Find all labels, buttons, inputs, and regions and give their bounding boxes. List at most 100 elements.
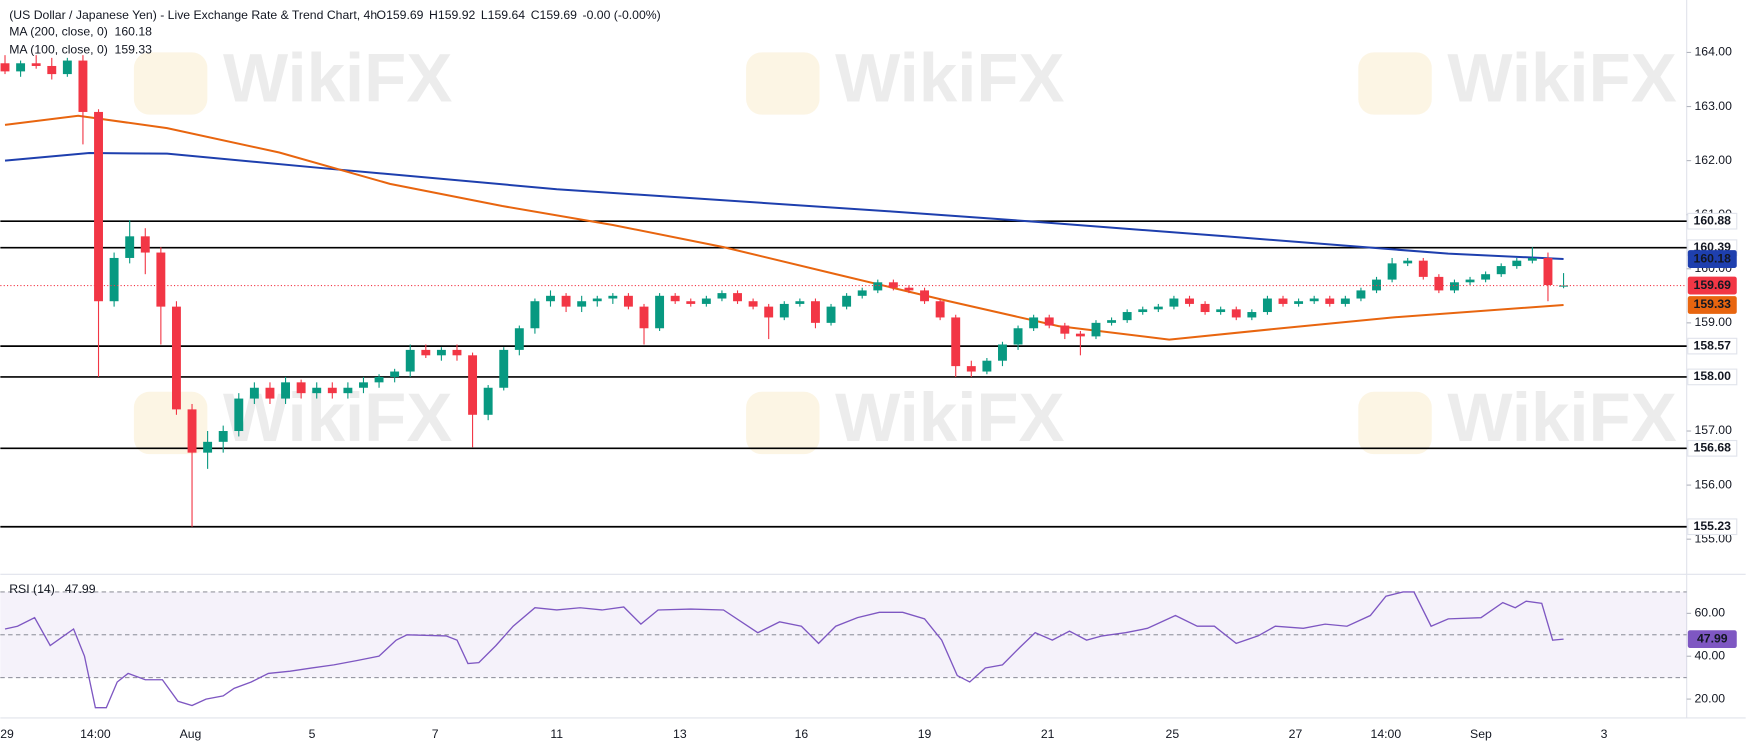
candle-body xyxy=(374,376,384,383)
price-label: 159.69 xyxy=(1694,278,1732,292)
x-tick-label: 29 xyxy=(0,727,14,741)
x-tick-label: Sep xyxy=(1470,727,1492,741)
x-tick-label: 13 xyxy=(673,727,687,741)
rsi-y-tick-label: 40.00 xyxy=(1694,648,1725,662)
candle-body xyxy=(1496,266,1506,275)
candle-body xyxy=(109,257,119,302)
candle-body xyxy=(281,382,290,399)
x-tick-label: 14:00 xyxy=(1371,727,1402,741)
level-box xyxy=(1687,439,1738,457)
candle-body xyxy=(733,293,742,302)
watermarks: WikiFX WikiFX WikiFX WikiFX WikiFX WikiFX xyxy=(133,40,1677,456)
level-label: 160.88 xyxy=(1694,213,1732,227)
candle-body xyxy=(1512,260,1522,267)
candle-body xyxy=(795,301,805,304)
x-tick-label: Aug xyxy=(180,727,202,741)
rsi-legend-value: 47.99 xyxy=(65,582,96,596)
candle-body xyxy=(857,290,867,296)
ohlc-label: O159.69 xyxy=(377,8,424,22)
candle-body xyxy=(1075,333,1085,337)
candle-body xyxy=(1465,279,1475,283)
candle-body xyxy=(94,111,103,302)
candle-body xyxy=(218,431,228,442)
candle-body xyxy=(1418,260,1428,277)
y-tick-label: 156.00 xyxy=(1694,477,1732,491)
candle-body xyxy=(1527,257,1537,261)
candle-body xyxy=(982,360,992,372)
ohlc-label: C159.69 xyxy=(531,8,577,22)
rsi-y-tick-label: 60.00 xyxy=(1694,606,1725,620)
candle-body xyxy=(748,301,758,307)
y-tick-label: 162.00 xyxy=(1694,153,1732,167)
candle-body xyxy=(1122,312,1132,321)
candle-body xyxy=(1044,317,1054,326)
candle-body xyxy=(1029,317,1039,329)
candle-body xyxy=(951,317,961,367)
legend-name: MA (200, close, 0) xyxy=(9,25,108,39)
candle-body xyxy=(312,387,322,394)
level-label: 158.57 xyxy=(1694,338,1732,352)
candle-body xyxy=(764,306,774,318)
candle-body xyxy=(468,355,478,415)
candle-body xyxy=(1387,263,1397,280)
candle-body xyxy=(1091,322,1101,337)
candle-body xyxy=(1013,328,1023,345)
candle-body xyxy=(935,301,945,318)
candle-body xyxy=(1169,298,1179,307)
rsi-line xyxy=(4,591,1564,709)
candle-body xyxy=(31,63,41,66)
candle-body xyxy=(873,282,883,291)
candle-body xyxy=(499,349,509,388)
chart-title: (US Dollar / Japanese Yen) - Live Exchan… xyxy=(9,8,377,22)
watermark: WikiFX xyxy=(223,40,452,117)
x-tick-label: 19 xyxy=(918,727,932,741)
watermark: WikiFX xyxy=(223,379,452,456)
candle-body xyxy=(639,306,649,329)
candle-body xyxy=(904,287,914,291)
ohlc-label: L159.64 xyxy=(481,8,525,22)
candle-body xyxy=(343,387,353,394)
candle-body xyxy=(390,371,400,377)
candle-body xyxy=(888,282,898,288)
candle-body xyxy=(1060,325,1070,334)
candle-body xyxy=(655,295,665,329)
level-box xyxy=(1687,518,1738,536)
level-box xyxy=(1687,368,1738,386)
ma-value-box xyxy=(1687,250,1737,268)
candle-body xyxy=(514,328,524,350)
candle-body xyxy=(156,252,166,307)
candle-body xyxy=(1153,306,1163,310)
y-tick-label: 157.00 xyxy=(1694,423,1732,437)
watermark-logo xyxy=(133,52,208,115)
candle-body xyxy=(203,441,213,453)
y-tick-label: 159.00 xyxy=(1694,315,1732,329)
candle-body xyxy=(265,387,275,399)
x-tick-label: 27 xyxy=(1289,727,1303,741)
x-tick-label: 16 xyxy=(795,727,809,741)
ma-line xyxy=(4,152,1564,261)
candle-body xyxy=(1356,290,1366,299)
rsi-y-tick-label: 20.00 xyxy=(1694,691,1725,705)
candle-body xyxy=(1543,257,1553,285)
candle-body xyxy=(1403,260,1413,264)
candle-body xyxy=(686,301,696,304)
level-label: 155.23 xyxy=(1694,519,1732,533)
ohlc-label: -0.00 (-0.00%) xyxy=(583,8,661,22)
watermark: WikiFX xyxy=(1447,379,1676,456)
candle-body xyxy=(842,295,852,307)
y-tick-label: 163.00 xyxy=(1694,99,1732,113)
candle-body xyxy=(701,298,711,304)
candle-body xyxy=(810,301,820,323)
x-tick-label: 11 xyxy=(550,727,563,741)
watermark-logo xyxy=(746,52,820,115)
rsi-name: RSI (14) xyxy=(9,582,55,596)
candle-body xyxy=(998,344,1007,361)
candle-body xyxy=(483,387,493,415)
watermark: WikiFX xyxy=(835,379,1064,456)
candle-body xyxy=(1185,298,1194,304)
candle-body xyxy=(1325,298,1335,304)
candle-body xyxy=(1434,276,1444,291)
